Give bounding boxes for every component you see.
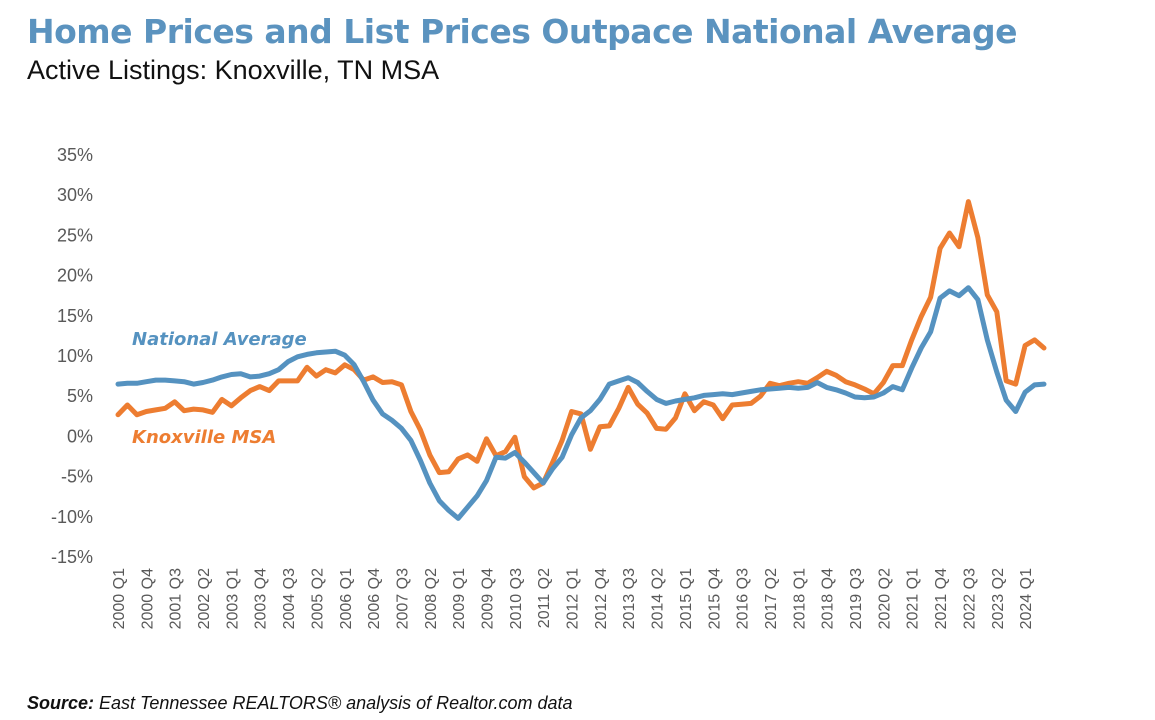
y-tick-label: -15% bbox=[51, 547, 93, 567]
chart-subtitle: Active Listings: Knoxville, TN MSA bbox=[27, 55, 440, 85]
series-line-national-average bbox=[115, 285, 1047, 521]
y-axis: 35% 30% 25% 20% 15% 10% 5% 0% -5% -10% -15% bbox=[51, 145, 93, 567]
x-tick-label: 2015 Q1 bbox=[678, 568, 695, 629]
x-tick-label: 2010 Q3 bbox=[508, 568, 525, 629]
x-tick-label: 2018 Q4 bbox=[820, 568, 837, 629]
x-tick-label: 2023 Q2 bbox=[990, 568, 1007, 629]
y-tick-label: 30% bbox=[57, 185, 93, 205]
x-tick-label: 2016 Q3 bbox=[735, 568, 752, 629]
y-tick-label: -10% bbox=[51, 507, 93, 527]
y-tick-label: 25% bbox=[57, 225, 93, 245]
y-tick-label: 35% bbox=[57, 145, 93, 165]
x-tick-label: 2014 Q2 bbox=[650, 568, 667, 629]
source-note: Source: East Tennessee REALTORS® analysi… bbox=[27, 693, 573, 714]
source-text: East Tennessee REALTORS® analysis of Rea… bbox=[94, 693, 573, 713]
y-tick-label: 20% bbox=[57, 266, 93, 286]
x-tick-label: 2011 Q2 bbox=[536, 568, 553, 628]
x-tick-label: 2003 Q1 bbox=[224, 568, 241, 629]
series-label-national-average: National Average bbox=[132, 329, 307, 350]
x-tick-label: 2008 Q2 bbox=[423, 568, 440, 629]
chart-title: Home Prices and List Prices Outpace Nati… bbox=[27, 12, 1018, 51]
y-tick-label: -5% bbox=[61, 467, 93, 487]
x-tick-label: 2021 Q1 bbox=[905, 568, 922, 629]
series-line-knoxville-msa bbox=[115, 199, 1047, 491]
x-tick-label: 2012 Q4 bbox=[593, 568, 610, 629]
x-tick-label: 2017 Q2 bbox=[763, 568, 780, 629]
x-tick-label: 2007 Q3 bbox=[394, 568, 411, 629]
x-tick-label: 2020 Q2 bbox=[876, 568, 893, 629]
x-tick-label: 2022 Q3 bbox=[961, 568, 978, 629]
x-tick-label: 2000 Q4 bbox=[139, 568, 156, 629]
x-tick-label: 2003 Q4 bbox=[253, 568, 270, 629]
x-tick-label: 2012 Q1 bbox=[565, 568, 582, 629]
x-tick-label: 2006 Q4 bbox=[366, 568, 383, 629]
x-tick-label: 2021 Q4 bbox=[933, 568, 950, 629]
y-tick-label: 5% bbox=[67, 386, 93, 406]
y-tick-label: 15% bbox=[57, 306, 93, 326]
x-tick-label: 2024 Q1 bbox=[1018, 568, 1035, 629]
series-label-knoxville-msa: Knoxville MSA bbox=[132, 427, 276, 448]
x-tick-label: 2013 Q3 bbox=[621, 568, 638, 629]
x-tick-label: 2004 Q3 bbox=[281, 568, 298, 629]
x-tick-label: 2005 Q2 bbox=[309, 568, 326, 629]
x-tick-label: 2006 Q1 bbox=[338, 568, 355, 629]
x-tick-label: 2019 Q3 bbox=[848, 568, 865, 629]
x-tick-label: 2001 Q3 bbox=[168, 568, 185, 629]
source-label: Source: bbox=[27, 693, 95, 713]
series-lines bbox=[115, 199, 1047, 521]
x-tick-label: 2018 Q1 bbox=[791, 568, 808, 629]
x-tick-label: 2009 Q1 bbox=[451, 568, 468, 629]
x-tick-label: 2015 Q4 bbox=[706, 568, 723, 629]
x-tick-label: 2009 Q4 bbox=[480, 568, 497, 629]
x-tick-label: 2000 Q1 bbox=[111, 568, 128, 629]
x-tick-label: 2002 Q2 bbox=[196, 568, 213, 629]
y-tick-label: 10% bbox=[57, 346, 93, 366]
y-tick-label: 0% bbox=[67, 426, 93, 446]
x-axis: 2000 Q1 2000 Q4 2001 Q3 2002 Q2 2003 Q1 2003 … bbox=[111, 568, 1035, 629]
